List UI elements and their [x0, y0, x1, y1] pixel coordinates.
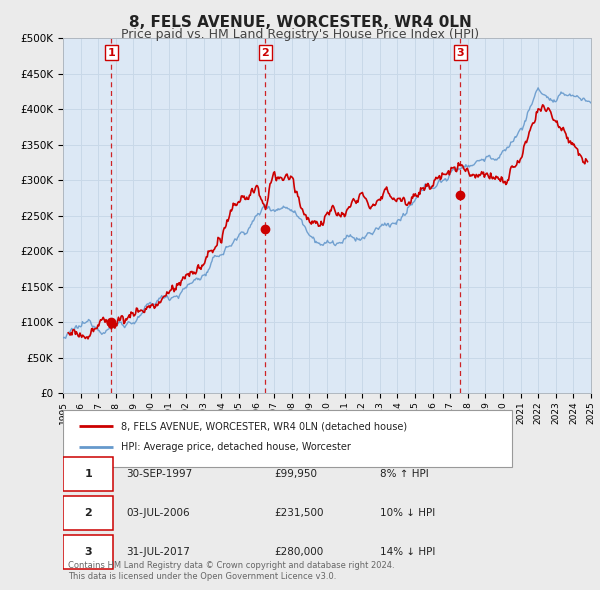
Text: 1: 1 — [84, 469, 92, 479]
Text: 2: 2 — [262, 48, 269, 58]
Text: 8% ↑ HPI: 8% ↑ HPI — [380, 469, 428, 479]
Text: 1: 1 — [107, 48, 115, 58]
FancyBboxPatch shape — [63, 496, 113, 530]
Text: 30-SEP-1997: 30-SEP-1997 — [127, 469, 193, 479]
Text: 3: 3 — [84, 547, 92, 557]
Text: 8, FELS AVENUE, WORCESTER, WR4 0LN: 8, FELS AVENUE, WORCESTER, WR4 0LN — [128, 15, 472, 30]
Text: 10% ↓ HPI: 10% ↓ HPI — [380, 508, 435, 518]
Text: 14% ↓ HPI: 14% ↓ HPI — [380, 547, 435, 557]
Text: Contains HM Land Registry data © Crown copyright and database right 2024.
This d: Contains HM Land Registry data © Crown c… — [68, 561, 395, 581]
Text: 2: 2 — [84, 508, 92, 518]
Text: HPI: Average price, detached house, Worcester: HPI: Average price, detached house, Worc… — [121, 442, 351, 453]
Text: 03-JUL-2006: 03-JUL-2006 — [127, 508, 190, 518]
FancyBboxPatch shape — [63, 457, 113, 491]
FancyBboxPatch shape — [63, 410, 512, 467]
FancyBboxPatch shape — [63, 535, 113, 569]
Text: 31-JUL-2017: 31-JUL-2017 — [127, 547, 190, 557]
Text: 3: 3 — [457, 48, 464, 58]
Text: Price paid vs. HM Land Registry's House Price Index (HPI): Price paid vs. HM Land Registry's House … — [121, 28, 479, 41]
Text: £231,500: £231,500 — [274, 508, 324, 518]
Text: 8, FELS AVENUE, WORCESTER, WR4 0LN (detached house): 8, FELS AVENUE, WORCESTER, WR4 0LN (deta… — [121, 421, 407, 431]
Text: £99,950: £99,950 — [274, 469, 317, 479]
Text: £280,000: £280,000 — [274, 547, 323, 557]
